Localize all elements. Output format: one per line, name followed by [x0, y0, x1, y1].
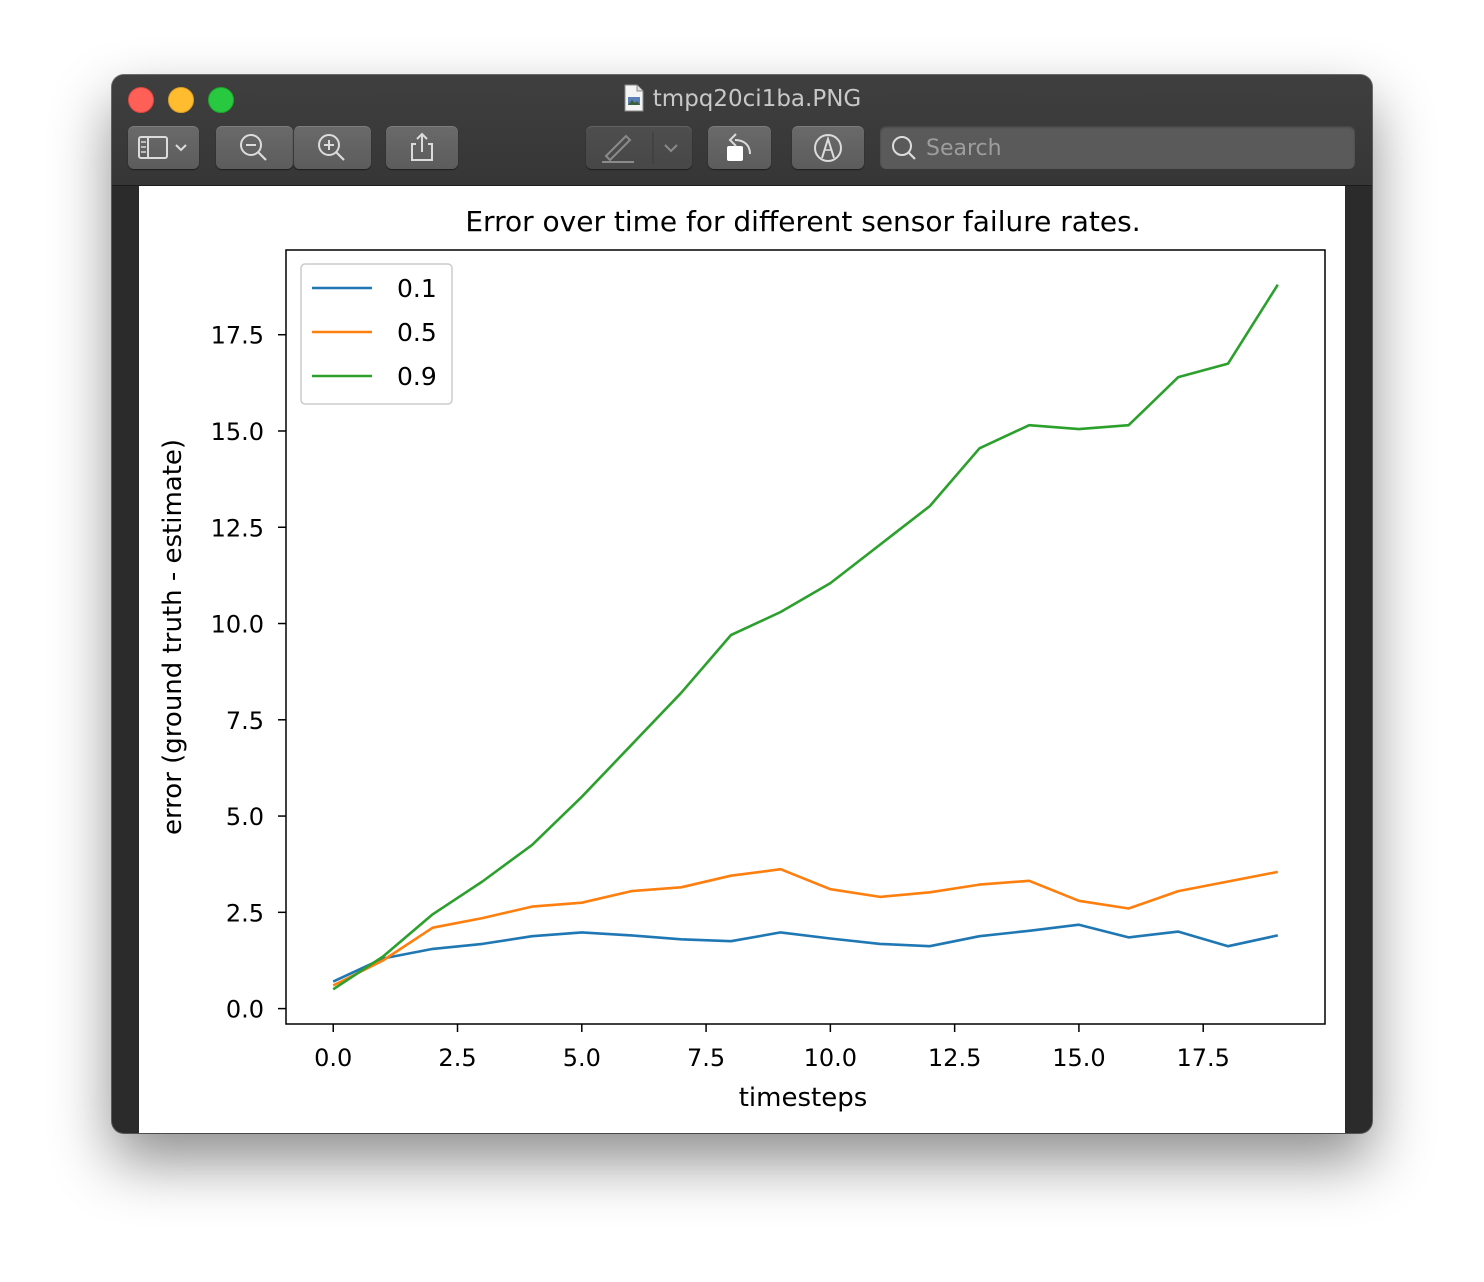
zoom-in-icon [318, 134, 345, 161]
y-tick-label: 7.5 [226, 707, 264, 735]
rotate-button[interactable] [708, 126, 771, 169]
x-axis-label: timesteps [739, 1083, 868, 1113]
minimize-button[interactable] [168, 87, 194, 113]
preview-window: tmpq20ci1ba.PNG [112, 75, 1372, 1133]
annotate-button[interactable] [792, 126, 864, 169]
legend-box [300, 263, 453, 405]
legend-label: 0.1 [397, 274, 437, 303]
chart-legend: 0.1 0.5 0.9 [300, 263, 453, 405]
legend-label: 0.5 [397, 318, 437, 347]
sidebar-toggle-button[interactable] [128, 126, 199, 169]
search-input[interactable] [924, 126, 1348, 171]
chevron-down-icon [664, 144, 678, 153]
annotate-icon [814, 134, 842, 162]
plot-frame [285, 249, 1326, 1025]
markup-pen-button[interactable] [586, 126, 692, 169]
title-bar[interactable]: tmpq20ci1ba.PNG [112, 75, 1372, 186]
markup-pen-icon [602, 132, 678, 164]
x-tick-label: 17.5 [1176, 1044, 1229, 1072]
x-tick-label: 7.5 [687, 1044, 725, 1072]
y-tick-label: 5.0 [226, 803, 264, 831]
y-tick-label: 2.5 [226, 899, 264, 927]
x-tick-label: 2.5 [438, 1044, 476, 1072]
x-tick-label: 10.0 [804, 1044, 857, 1072]
search-field[interactable] [880, 126, 1355, 171]
window-title-text: tmpq20ci1ba.PNG [652, 86, 862, 112]
document-content: Error over time for different sensor fai… [139, 186, 1345, 1133]
x-tick-label: 15.0 [1052, 1044, 1105, 1072]
share-icon [411, 132, 433, 161]
rotate-icon [727, 133, 751, 161]
close-button[interactable] [128, 87, 154, 113]
y-tick-label: 12.5 [211, 514, 264, 542]
x-tick-label: 5.0 [563, 1044, 601, 1072]
series-line-0.1 [332, 923, 1279, 983]
y-tick-label: 15.0 [211, 418, 264, 446]
x-tick-label: 0.0 [314, 1044, 352, 1072]
y-axis-label: error (ground truth - estimate) [158, 439, 188, 835]
y-tick-label: 10.0 [211, 611, 264, 639]
y-tick-label: 0.0 [226, 996, 264, 1024]
zoom-in-button[interactable] [293, 126, 371, 169]
line-chart: Error over time for different sensor fai… [158, 205, 1326, 1113]
chevron-down-icon [175, 144, 187, 152]
chart-title: Error over time for different sensor fai… [465, 205, 1140, 238]
window-title: tmpq20ci1ba.PNG [112, 83, 1372, 121]
x-tick-label: 12.5 [928, 1044, 981, 1072]
y-tick-label: 17.5 [211, 322, 264, 350]
zoom-out-button[interactable] [216, 126, 293, 169]
legend-label: 0.9 [397, 362, 437, 391]
series-line-0.9 [332, 284, 1279, 991]
zoom-window-button[interactable] [208, 87, 234, 113]
zoom-out-icon [240, 134, 267, 161]
document-icon [623, 84, 645, 121]
series-line-0.5 [332, 867, 1279, 987]
search-icon [892, 136, 916, 160]
share-button[interactable] [386, 126, 458, 169]
sidebar-icon [138, 136, 187, 159]
